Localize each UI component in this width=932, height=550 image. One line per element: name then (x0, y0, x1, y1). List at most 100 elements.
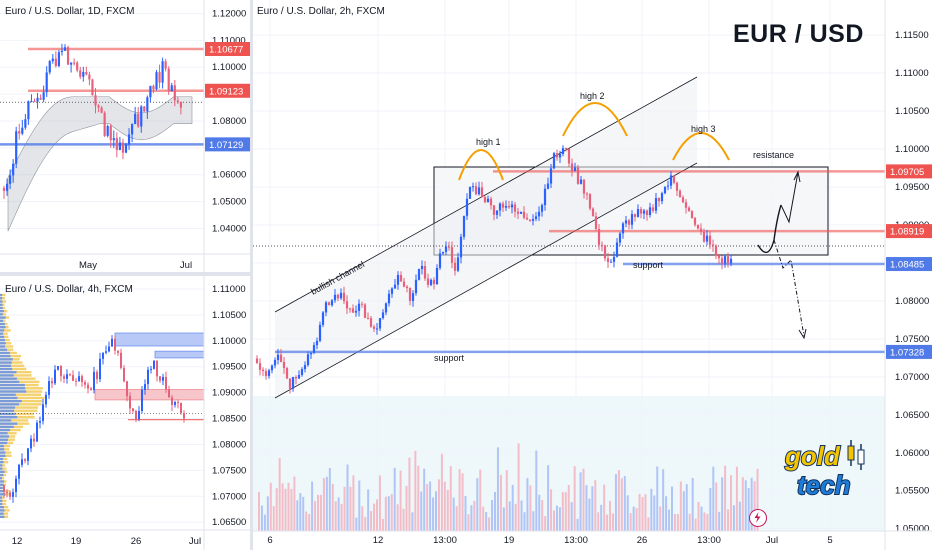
four-hour-candle (162, 377, 164, 381)
volume-profile-bar-buy (0, 361, 12, 364)
price-candle (429, 279, 433, 285)
price-tag (886, 344, 932, 359)
volume-bar (349, 486, 352, 531)
price-candle (588, 194, 592, 209)
volume-profile-bar-buy (0, 441, 8, 445)
candles-group (255, 145, 733, 394)
price-candle (309, 352, 313, 355)
volume-profile-bar-buy (0, 473, 4, 477)
volume-bar (269, 482, 272, 531)
volume-profile-bar-sell (0, 409, 38, 412)
price-candle (531, 218, 535, 221)
price-candle (279, 354, 283, 362)
volume-bar (653, 495, 656, 531)
price-tag-label: 1.07328 (890, 347, 924, 358)
price-candle (600, 244, 604, 246)
price-tag (205, 83, 250, 98)
volume-bar (544, 516, 547, 531)
price-candle (633, 214, 637, 217)
four-hour-candle (111, 338, 113, 347)
y-tick-label: 1.09000 (212, 388, 246, 399)
price-candle (360, 303, 364, 305)
supply-zone-upper (114, 332, 205, 347)
bullish-projection (780, 171, 799, 224)
volume-bar (535, 450, 538, 531)
four-hour-candles (3, 335, 185, 503)
volume-profile-bar-buy (0, 377, 17, 380)
price-candle (423, 265, 427, 279)
four-hour-candle (144, 384, 146, 390)
price-candle (642, 210, 646, 214)
daily-candle (146, 97, 149, 112)
four-hour-candle (132, 408, 134, 412)
four-hour-candle (141, 389, 143, 412)
daily-candle (82, 71, 85, 77)
four-hour-candle (150, 368, 152, 370)
price-candle (582, 179, 586, 194)
four-hour-candle (114, 338, 116, 351)
volume-bar (564, 492, 567, 531)
pane-divider-horizontal[interactable] (0, 272, 250, 276)
four-hour-candle (75, 380, 77, 382)
price-candle (624, 220, 628, 224)
volume-bar (741, 477, 744, 531)
price-candle (516, 211, 520, 214)
high-3-label: high 3 (691, 124, 716, 134)
volume-bar (747, 488, 750, 531)
volume-bar (709, 487, 712, 531)
volume-bar (647, 517, 650, 531)
four-hour-chart-pane[interactable]: 1.11000 1.10500 1.10000 1.09500 1.09000 1.085… (0, 276, 250, 550)
volume-profile-bar-sell (0, 300, 7, 303)
volume-bar (260, 505, 263, 531)
price-candle (699, 228, 703, 232)
price-tag-label: 1.08485 (890, 260, 924, 271)
volume-bar (641, 497, 644, 531)
daily-candle (24, 119, 27, 128)
price-candle (546, 183, 550, 189)
volume-profile-bar-buy (0, 454, 6, 457)
support-label-lower: support (434, 353, 465, 363)
price-candle (447, 246, 451, 248)
price-candle (291, 377, 295, 389)
daily-chart-pane[interactable]: 1.120001.110001.100001.090001.080001.070… (0, 0, 250, 272)
four-hour-candle (126, 381, 128, 397)
volume-bar (532, 511, 535, 531)
daily-candle (2, 187, 6, 191)
volume-bar (644, 494, 647, 531)
volume-bar (343, 486, 346, 531)
daily-candle (5, 183, 9, 191)
volume-bar (384, 496, 387, 531)
price-tag (205, 41, 250, 56)
volume-bar (585, 485, 588, 531)
volume-profile-bar-buy (0, 393, 16, 396)
price-candle (579, 179, 583, 184)
lightning-icon[interactable] (749, 509, 767, 527)
daily-candle (94, 95, 97, 106)
volume-profile-bar-buy (0, 342, 6, 345)
price-candle (570, 163, 574, 172)
price-candle (522, 211, 526, 218)
pane-divider-vertical[interactable] (250, 0, 253, 550)
volume-bar (322, 478, 325, 531)
two-hour-chart-pane[interactable]: high 1 high 2 high 3 resistance support suppo… (253, 0, 932, 550)
volume-bar (591, 486, 594, 531)
volume-profile-bar-buy (0, 313, 3, 316)
price-candle (564, 148, 568, 150)
price-candle (489, 198, 493, 206)
y-tick-label: 1.12000 (212, 8, 246, 19)
y-tick-label: 1.05500 (895, 486, 929, 497)
four-hour-candle (135, 411, 137, 420)
volume-profile-bar-buy (0, 348, 8, 351)
volume-profile-bar-sell (0, 380, 40, 384)
volume-profile-bar-sell (0, 502, 7, 506)
volume-profile-bar-sell (0, 467, 7, 470)
volume-bar (381, 518, 384, 531)
four-hour-candle (15, 478, 17, 493)
volume-bar (626, 495, 629, 531)
volume-profile-bar-sell (0, 403, 42, 406)
volume-bar (432, 497, 435, 531)
price-candle (498, 203, 502, 211)
volume-profile-bar-buy (0, 374, 14, 377)
volume-bar (370, 510, 373, 531)
daily-candle (91, 79, 94, 96)
